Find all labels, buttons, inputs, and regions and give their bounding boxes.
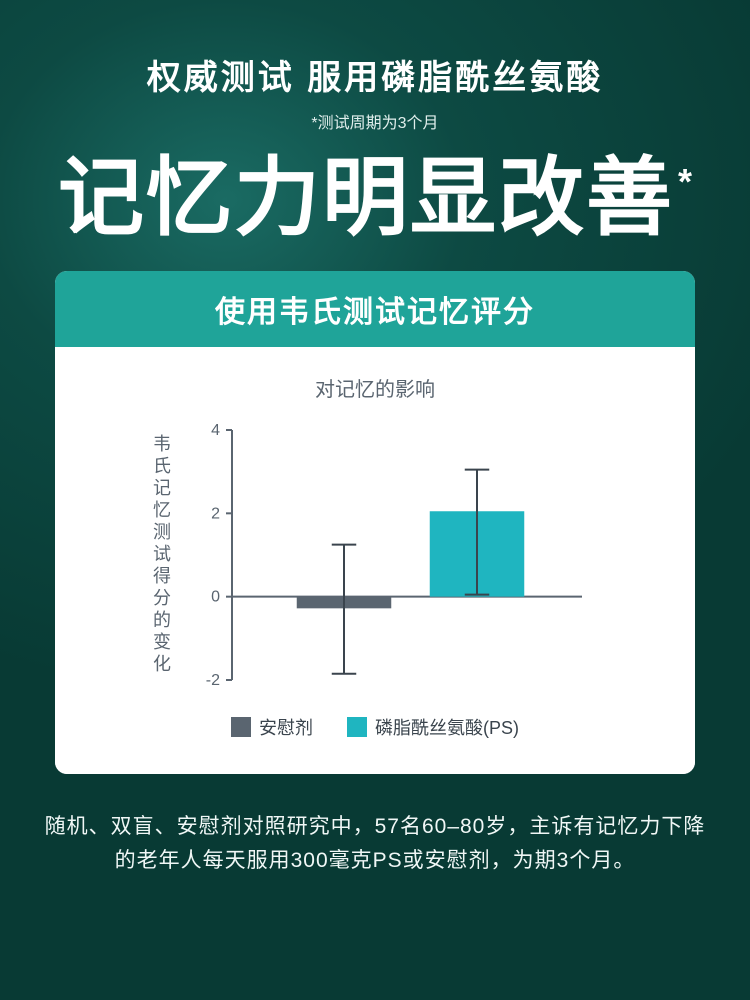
chart-panel: 使用韦氏测试记忆评分 对记忆的影响 韦氏记忆测试得分的变化 -2 0 2 4 安慰剂 磷…	[55, 271, 695, 774]
ytick-label: 0	[211, 589, 220, 606]
legend-swatch	[231, 717, 251, 737]
y-axis-label: 韦氏记忆测试得分的变化	[148, 434, 174, 676]
top-subtitle: *测试周期为3个月	[311, 109, 438, 133]
bar-chart: -2 0 2 4	[182, 420, 602, 690]
page: 权威测试 服用磷脂酰丝氨酸 *测试周期为3个月 记忆力明显改善 * 使用韦氏测试…	[0, 0, 750, 1000]
legend-swatch	[347, 717, 367, 737]
headline-asterisk: *	[678, 161, 692, 203]
headline-text: 记忆力明显改善	[58, 155, 674, 241]
legend-label: 磷脂酰丝氨酸(PS)	[375, 714, 519, 740]
footnote: 随机、双盲、安慰剂对照研究中，57名60–80岁，主诉有记忆力下降的老年人每天服…	[40, 810, 710, 877]
legend: 安慰剂 磷脂酰丝氨酸(PS)	[85, 714, 665, 740]
ytick-label: -2	[206, 672, 220, 689]
top-title: 权威测试 服用磷脂酰丝氨酸	[147, 50, 603, 99]
legend-item: 安慰剂	[231, 714, 313, 740]
ytick-label: 2	[211, 505, 220, 522]
panel-header: 使用韦氏测试记忆评分	[55, 271, 695, 347]
plot-row: 韦氏记忆测试得分的变化 -2 0 2 4	[85, 420, 665, 690]
chart-title: 对记忆的影响	[85, 373, 665, 402]
legend-item: 磷脂酰丝氨酸(PS)	[347, 714, 519, 740]
chart-area: 对记忆的影响 韦氏记忆测试得分的变化 -2 0 2 4 安慰剂 磷脂酰丝氨酸(PS)	[55, 347, 695, 774]
ytick-label: 4	[211, 422, 220, 439]
legend-label: 安慰剂	[259, 714, 313, 740]
headline: 记忆力明显改善 *	[58, 155, 692, 241]
